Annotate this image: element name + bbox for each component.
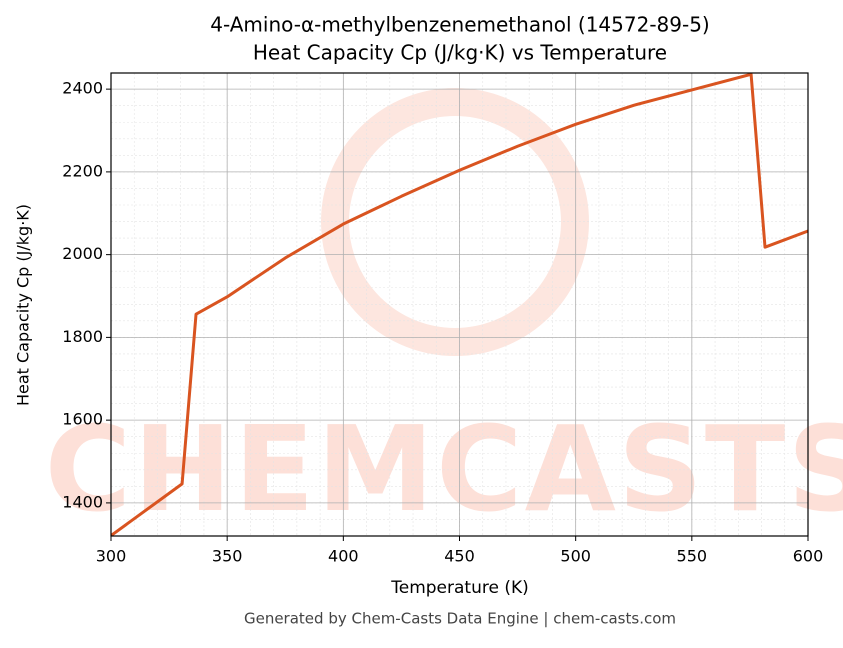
x-tick-label: 600 <box>793 547 824 566</box>
chart-subtitle: Heat Capacity Cp (J/kg·K) vs Temperature <box>253 41 667 65</box>
watermark: CHEMCASTS <box>45 400 843 538</box>
y-axis-label: Heat Capacity Cp (J/kg·K) <box>14 204 33 406</box>
data-line <box>111 73 808 536</box>
x-tick-label: 300 <box>96 547 127 566</box>
y-tick-label: 2400 <box>62 79 103 98</box>
y-tick-label: 2000 <box>62 244 103 263</box>
chart-title: 4-Amino-α-methylbenzenemethanol (14572-8… <box>210 13 710 37</box>
y-tick-label: 2200 <box>62 161 103 180</box>
y-tick-label: 1800 <box>62 327 103 346</box>
y-tick-label: 1600 <box>62 410 103 429</box>
x-axis-label: Temperature (K) <box>390 578 529 598</box>
x-tick-label: 450 <box>444 547 475 566</box>
y-tick-label: 1400 <box>62 492 103 511</box>
x-tick-label: 350 <box>212 547 243 566</box>
x-tick-label: 550 <box>677 547 708 566</box>
plot-frame <box>110 72 809 537</box>
x-tick-label: 400 <box>328 547 359 566</box>
watermark-logo <box>321 88 589 356</box>
x-tick-label: 500 <box>560 547 591 566</box>
footer: Generated by Chem-Casts Data Engine | ch… <box>244 610 676 628</box>
